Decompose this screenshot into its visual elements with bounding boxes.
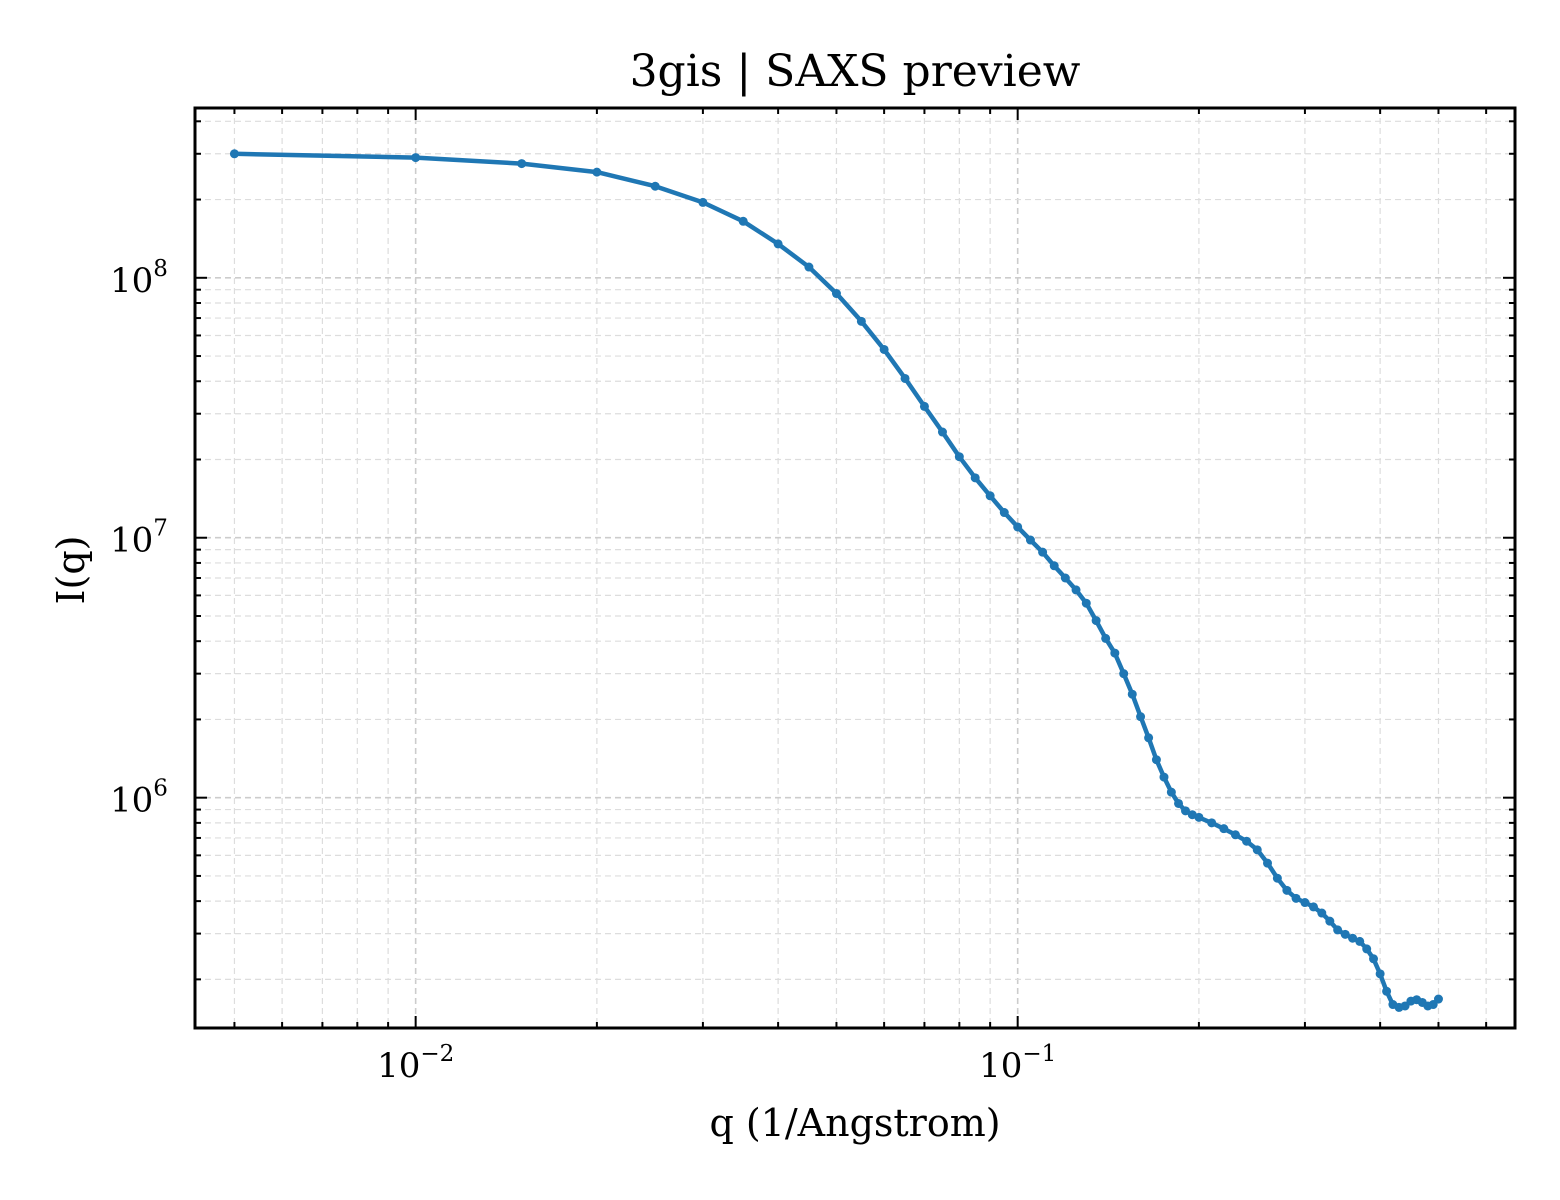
data-point	[1382, 986, 1392, 996]
data-point	[1333, 925, 1343, 935]
x-tick-label: 10−1	[979, 1041, 1056, 1086]
data-point	[1300, 898, 1310, 908]
y-axis-label: I(q)	[49, 536, 93, 605]
data-point	[1194, 812, 1204, 822]
data-point	[1272, 873, 1282, 883]
data-point	[592, 167, 602, 177]
y-tick-label: 107	[110, 516, 168, 561]
data-point	[1127, 689, 1137, 699]
data-point	[773, 239, 783, 249]
data-point	[1362, 944, 1372, 954]
data-point	[856, 316, 866, 326]
y-tick-label: 106	[110, 776, 168, 821]
data-point	[1119, 669, 1129, 679]
data-point	[1230, 830, 1240, 840]
data-point	[937, 427, 947, 437]
y-tick-label: 108	[110, 256, 168, 301]
data-point	[879, 344, 889, 354]
grid	[195, 108, 1515, 1028]
data-point	[1136, 712, 1146, 722]
data-point	[1071, 585, 1081, 595]
data-point	[1317, 908, 1327, 918]
ticks-layer: 10−2 10−1 106 107 108	[110, 108, 1515, 1086]
data-point	[650, 181, 660, 191]
data-point	[1291, 893, 1301, 903]
data-point	[1375, 969, 1385, 979]
data-point	[1038, 547, 1048, 557]
data-point	[954, 452, 964, 462]
data-point	[1433, 994, 1443, 1004]
series-line	[232, 151, 1441, 1010]
data-point	[970, 473, 980, 483]
data-point	[1180, 806, 1190, 816]
data-point	[1159, 772, 1169, 782]
data-point	[1049, 561, 1059, 571]
data-point	[900, 373, 910, 383]
data-point	[1219, 824, 1229, 834]
data-point	[1166, 787, 1176, 797]
x-axis-label: q (1/Angstrom)	[709, 1101, 1000, 1145]
data-point	[985, 491, 995, 501]
data-point	[1348, 933, 1358, 943]
x-tick-label: 10−2	[377, 1041, 454, 1086]
data-point	[1060, 573, 1070, 583]
series-layer	[229, 149, 1443, 1012]
data-point	[1174, 798, 1184, 808]
data-point	[517, 159, 527, 169]
data-point	[738, 216, 748, 226]
data-point	[831, 289, 841, 299]
data-point	[698, 197, 708, 207]
data-point	[1081, 598, 1091, 608]
data-point	[999, 508, 1009, 518]
data-point	[411, 153, 421, 163]
plot-frame	[193, 106, 1517, 1030]
data-point	[1025, 535, 1035, 545]
data-point	[1252, 845, 1262, 855]
data-point	[1340, 929, 1350, 939]
data-point	[1151, 755, 1161, 765]
data-point	[919, 401, 929, 411]
data-point	[229, 149, 239, 159]
chart-title: 3gis | SAXS preview	[630, 46, 1081, 97]
data-point	[1013, 522, 1023, 532]
data-point	[1144, 733, 1154, 743]
data-point	[1242, 836, 1252, 846]
data-point	[1263, 858, 1273, 868]
data-point	[1091, 616, 1101, 626]
data-point	[1110, 648, 1120, 658]
data-point	[804, 262, 814, 272]
data-point	[1308, 902, 1318, 912]
data-point	[1101, 633, 1111, 643]
data-point	[1355, 936, 1365, 946]
data-point	[1207, 818, 1217, 828]
data-point	[1282, 885, 1292, 895]
data-point	[1369, 954, 1379, 964]
data-point	[1325, 916, 1335, 926]
